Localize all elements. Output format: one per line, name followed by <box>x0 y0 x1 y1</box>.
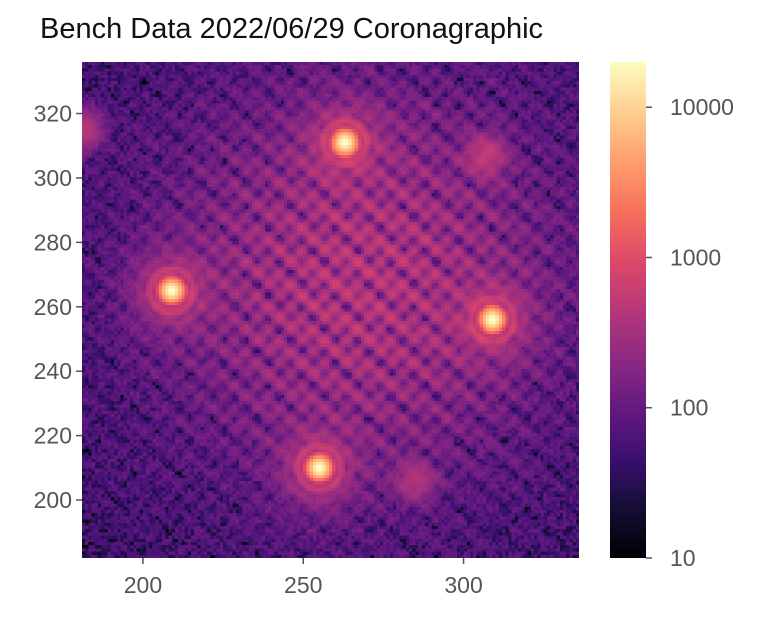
y-tick-label: 200 <box>34 487 72 513</box>
colorbar: 10 100 1000 10000 <box>610 62 734 571</box>
y-tick-label: 280 <box>34 229 72 255</box>
y-tick-label: 320 <box>34 101 72 127</box>
colorbar-ticks: 10 100 1000 10000 <box>646 94 734 571</box>
x-tick-label: 200 <box>124 572 162 598</box>
plot-area <box>82 62 579 558</box>
y-tick-label: 300 <box>34 165 72 191</box>
heatmap-image <box>82 62 579 558</box>
colorbar-gradient <box>610 62 646 558</box>
colorbar-tick-label: 10 <box>670 545 696 571</box>
y-tick-label: 220 <box>34 423 72 449</box>
colorbar-tick-label: 100 <box>670 395 708 421</box>
y-tick-label: 260 <box>34 294 72 320</box>
x-axis: 200 250 300 <box>124 558 483 598</box>
chart-title: Bench Data 2022/06/29 Coronagraphic <box>40 13 543 45</box>
y-tick-label: 240 <box>34 358 72 384</box>
x-tick-label: 300 <box>444 572 482 598</box>
colorbar-tick-label: 10000 <box>670 94 734 120</box>
x-tick-label: 250 <box>284 572 322 598</box>
y-axis: 200 220 240 260 280 300 320 <box>34 101 82 513</box>
colorbar-tick-label: 1000 <box>670 244 721 270</box>
